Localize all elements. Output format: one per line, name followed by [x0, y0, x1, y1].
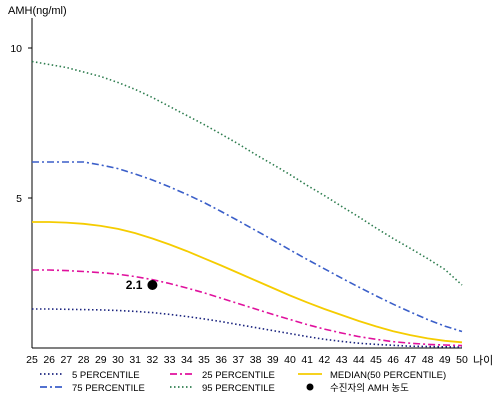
x-tick-label: 27 [61, 354, 73, 366]
series-line-75-percentile [32, 161, 463, 333]
x-tick-label: 42 [319, 354, 331, 366]
legend-label: 95 PERCENTILE [202, 383, 275, 394]
series-line-5-percentile [32, 308, 463, 348]
x-tick-label: 48 [422, 354, 434, 366]
x-tick-label: 44 [353, 354, 365, 366]
x-tick-label: 43 [336, 354, 348, 366]
x-tick-label: 39 [267, 354, 279, 366]
x-tick-label: 30 [112, 354, 124, 366]
x-axis-label: 나이 [473, 354, 493, 367]
axes [31, 18, 462, 349]
x-tick-label: 46 [387, 354, 399, 366]
y-tick-label: 10 [10, 43, 22, 55]
x-tick-label: 29 [95, 354, 107, 366]
x-tick-label: 31 [129, 354, 141, 366]
series-lines [31, 60, 463, 348]
legend-marker-swatch [306, 383, 314, 391]
legend-label: MEDIAN(50 PERCENTILE) [330, 370, 446, 381]
patient-amh-value-label: 2.1 [126, 278, 143, 292]
x-tick-label: 28 [78, 354, 90, 366]
series-line-25-percentile [32, 269, 463, 347]
x-tick-label: 36 [215, 354, 227, 366]
series-line-median-50-percentile [32, 221, 463, 344]
legend-label: 5 PERCENTILE [72, 370, 140, 381]
x-tick-label: 34 [181, 354, 193, 366]
y-tick-label: 5 [16, 193, 22, 205]
y-tick-labels: 5 10 [10, 43, 32, 205]
x-tick-label: 32 [147, 354, 159, 366]
x-tick-label: 26 [43, 354, 55, 366]
legend-label: 25 PERCENTILE [202, 370, 275, 381]
x-tick-label: 38 [250, 354, 262, 366]
x-tick-label: 47 [405, 354, 417, 366]
x-tick-label: 33 [164, 354, 176, 366]
x-tick-label: 45 [370, 354, 382, 366]
patient-marker: 2.1 [126, 278, 158, 292]
patient-amh-point [147, 280, 158, 290]
x-tick-label: 37 [233, 354, 245, 366]
legend: 5 PERCENTILE 25 PERCENTILE MEDIAN(50 PERCE… [40, 370, 446, 394]
legend-label: 수진자의 AMH 농도 [330, 383, 409, 394]
x-tick-label: 35 [198, 354, 210, 366]
x-tick-label: 25 [26, 354, 38, 366]
x-tick-label: 49 [439, 354, 451, 366]
x-tick-label: 41 [301, 354, 313, 366]
x-tick-labels: 25 26 27 28 29 30 31 32 33 34 35 36 37 38 39 40 41 42 43 44… [26, 354, 468, 366]
x-tick-label: 40 [284, 354, 296, 366]
y-axis-label: AMH(ng/ml) [8, 5, 67, 17]
legend-label: 75 PERCENTILE [72, 383, 145, 394]
series-line-95-percentile [31, 60, 463, 286]
x-tick-label: 50 [456, 354, 468, 366]
